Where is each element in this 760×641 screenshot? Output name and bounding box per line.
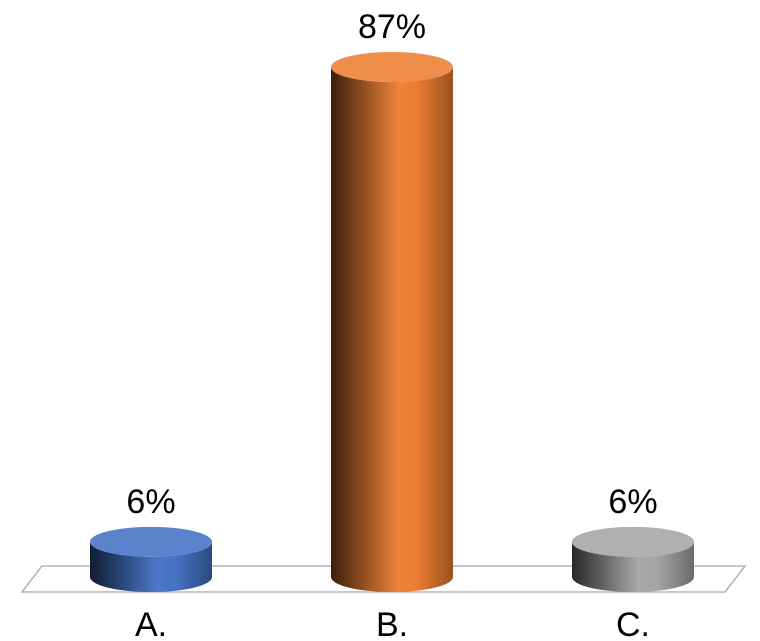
category-label-3: C. bbox=[616, 606, 650, 641]
data-label-2: 87% bbox=[358, 8, 426, 46]
labels-group: 6% A. 87% B. 6% C. bbox=[126, 8, 657, 641]
bar-3-body bbox=[572, 541, 694, 592]
bar-1-top bbox=[90, 526, 212, 557]
bars-group bbox=[90, 52, 694, 592]
category-label-2: B. bbox=[376, 606, 408, 641]
data-label-3: 6% bbox=[608, 483, 657, 521]
bar-2-body bbox=[331, 67, 453, 592]
bar-2-top bbox=[331, 52, 453, 82]
bar-3-top bbox=[572, 526, 694, 557]
bar-1-body bbox=[90, 541, 212, 592]
category-label-1: A. bbox=[135, 606, 167, 641]
data-label-1: 6% bbox=[126, 483, 175, 521]
